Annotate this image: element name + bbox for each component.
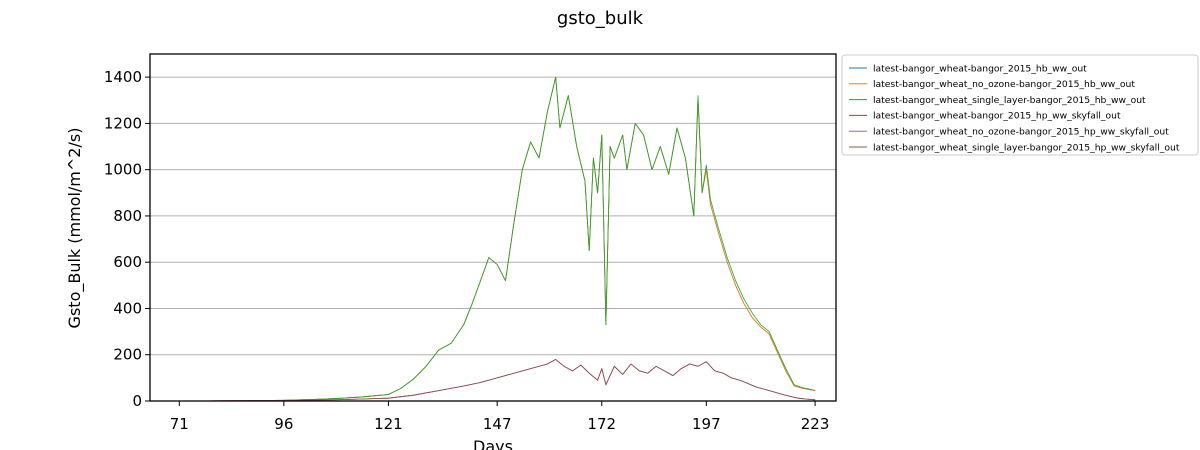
x-axis-ticks: 71 96 121 147 172 197 223 bbox=[170, 401, 830, 433]
x-tick-label: 197 bbox=[692, 415, 721, 433]
legend-box bbox=[841, 54, 1199, 156]
y-tick-label: 1000 bbox=[104, 161, 142, 179]
y-tick-label: 1400 bbox=[104, 68, 142, 86]
y-tick-label: 400 bbox=[113, 299, 142, 317]
y-tick-label: 0 bbox=[132, 392, 142, 410]
legend-label: latest-bangor_wheat-bangor_2015_hp_ww_sk… bbox=[873, 111, 1121, 122]
series-line-3 bbox=[179, 76, 816, 402]
legend-label: latest-bangor_wheat_single_layer-bangor_… bbox=[873, 95, 1146, 106]
plot-frame bbox=[149, 53, 837, 402]
series-line-1 bbox=[179, 76, 816, 402]
y-tick-label: 800 bbox=[113, 207, 142, 225]
y-axis-label: Gsto_Bulk (mmol/m^2/s) bbox=[65, 128, 85, 329]
x-tick-label: 172 bbox=[587, 415, 616, 433]
legend-label: latest-bangor_wheat-bangor_2015_hb_ww_ou… bbox=[873, 63, 1087, 74]
x-tick-label: 223 bbox=[801, 415, 830, 433]
series-line-2 bbox=[179, 76, 816, 402]
legend: latest-bangor_wheat-bangor_2015_hb_ww_ou… bbox=[841, 54, 1199, 156]
chart-title: gsto_bulk bbox=[557, 8, 644, 29]
series-line-6 bbox=[179, 358, 816, 402]
legend-label: latest-bangor_wheat_no_ozone-bangor_2015… bbox=[873, 79, 1135, 90]
y-axis-ticks: 0 200 400 600 800 1000 1200 1400 bbox=[104, 68, 150, 410]
grid-lines bbox=[150, 76, 836, 402]
series-line-4 bbox=[179, 358, 816, 402]
legend-label: latest-bangor_wheat_single_layer-bangor_… bbox=[873, 142, 1180, 153]
y-tick-label: 200 bbox=[113, 346, 142, 364]
x-tick-label: 121 bbox=[374, 415, 403, 433]
series-lines bbox=[179, 76, 816, 402]
y-tick-label: 1200 bbox=[104, 114, 142, 132]
x-axis-label: Days bbox=[473, 437, 513, 450]
y-tick-label: 600 bbox=[113, 253, 142, 271]
legend-label: latest-bangor_wheat_no_ozone-bangor_2015… bbox=[873, 127, 1169, 138]
x-tick-label: 71 bbox=[170, 415, 189, 433]
series-line-5 bbox=[179, 358, 816, 402]
x-tick-label: 96 bbox=[274, 415, 293, 433]
x-tick-label: 147 bbox=[483, 415, 512, 433]
